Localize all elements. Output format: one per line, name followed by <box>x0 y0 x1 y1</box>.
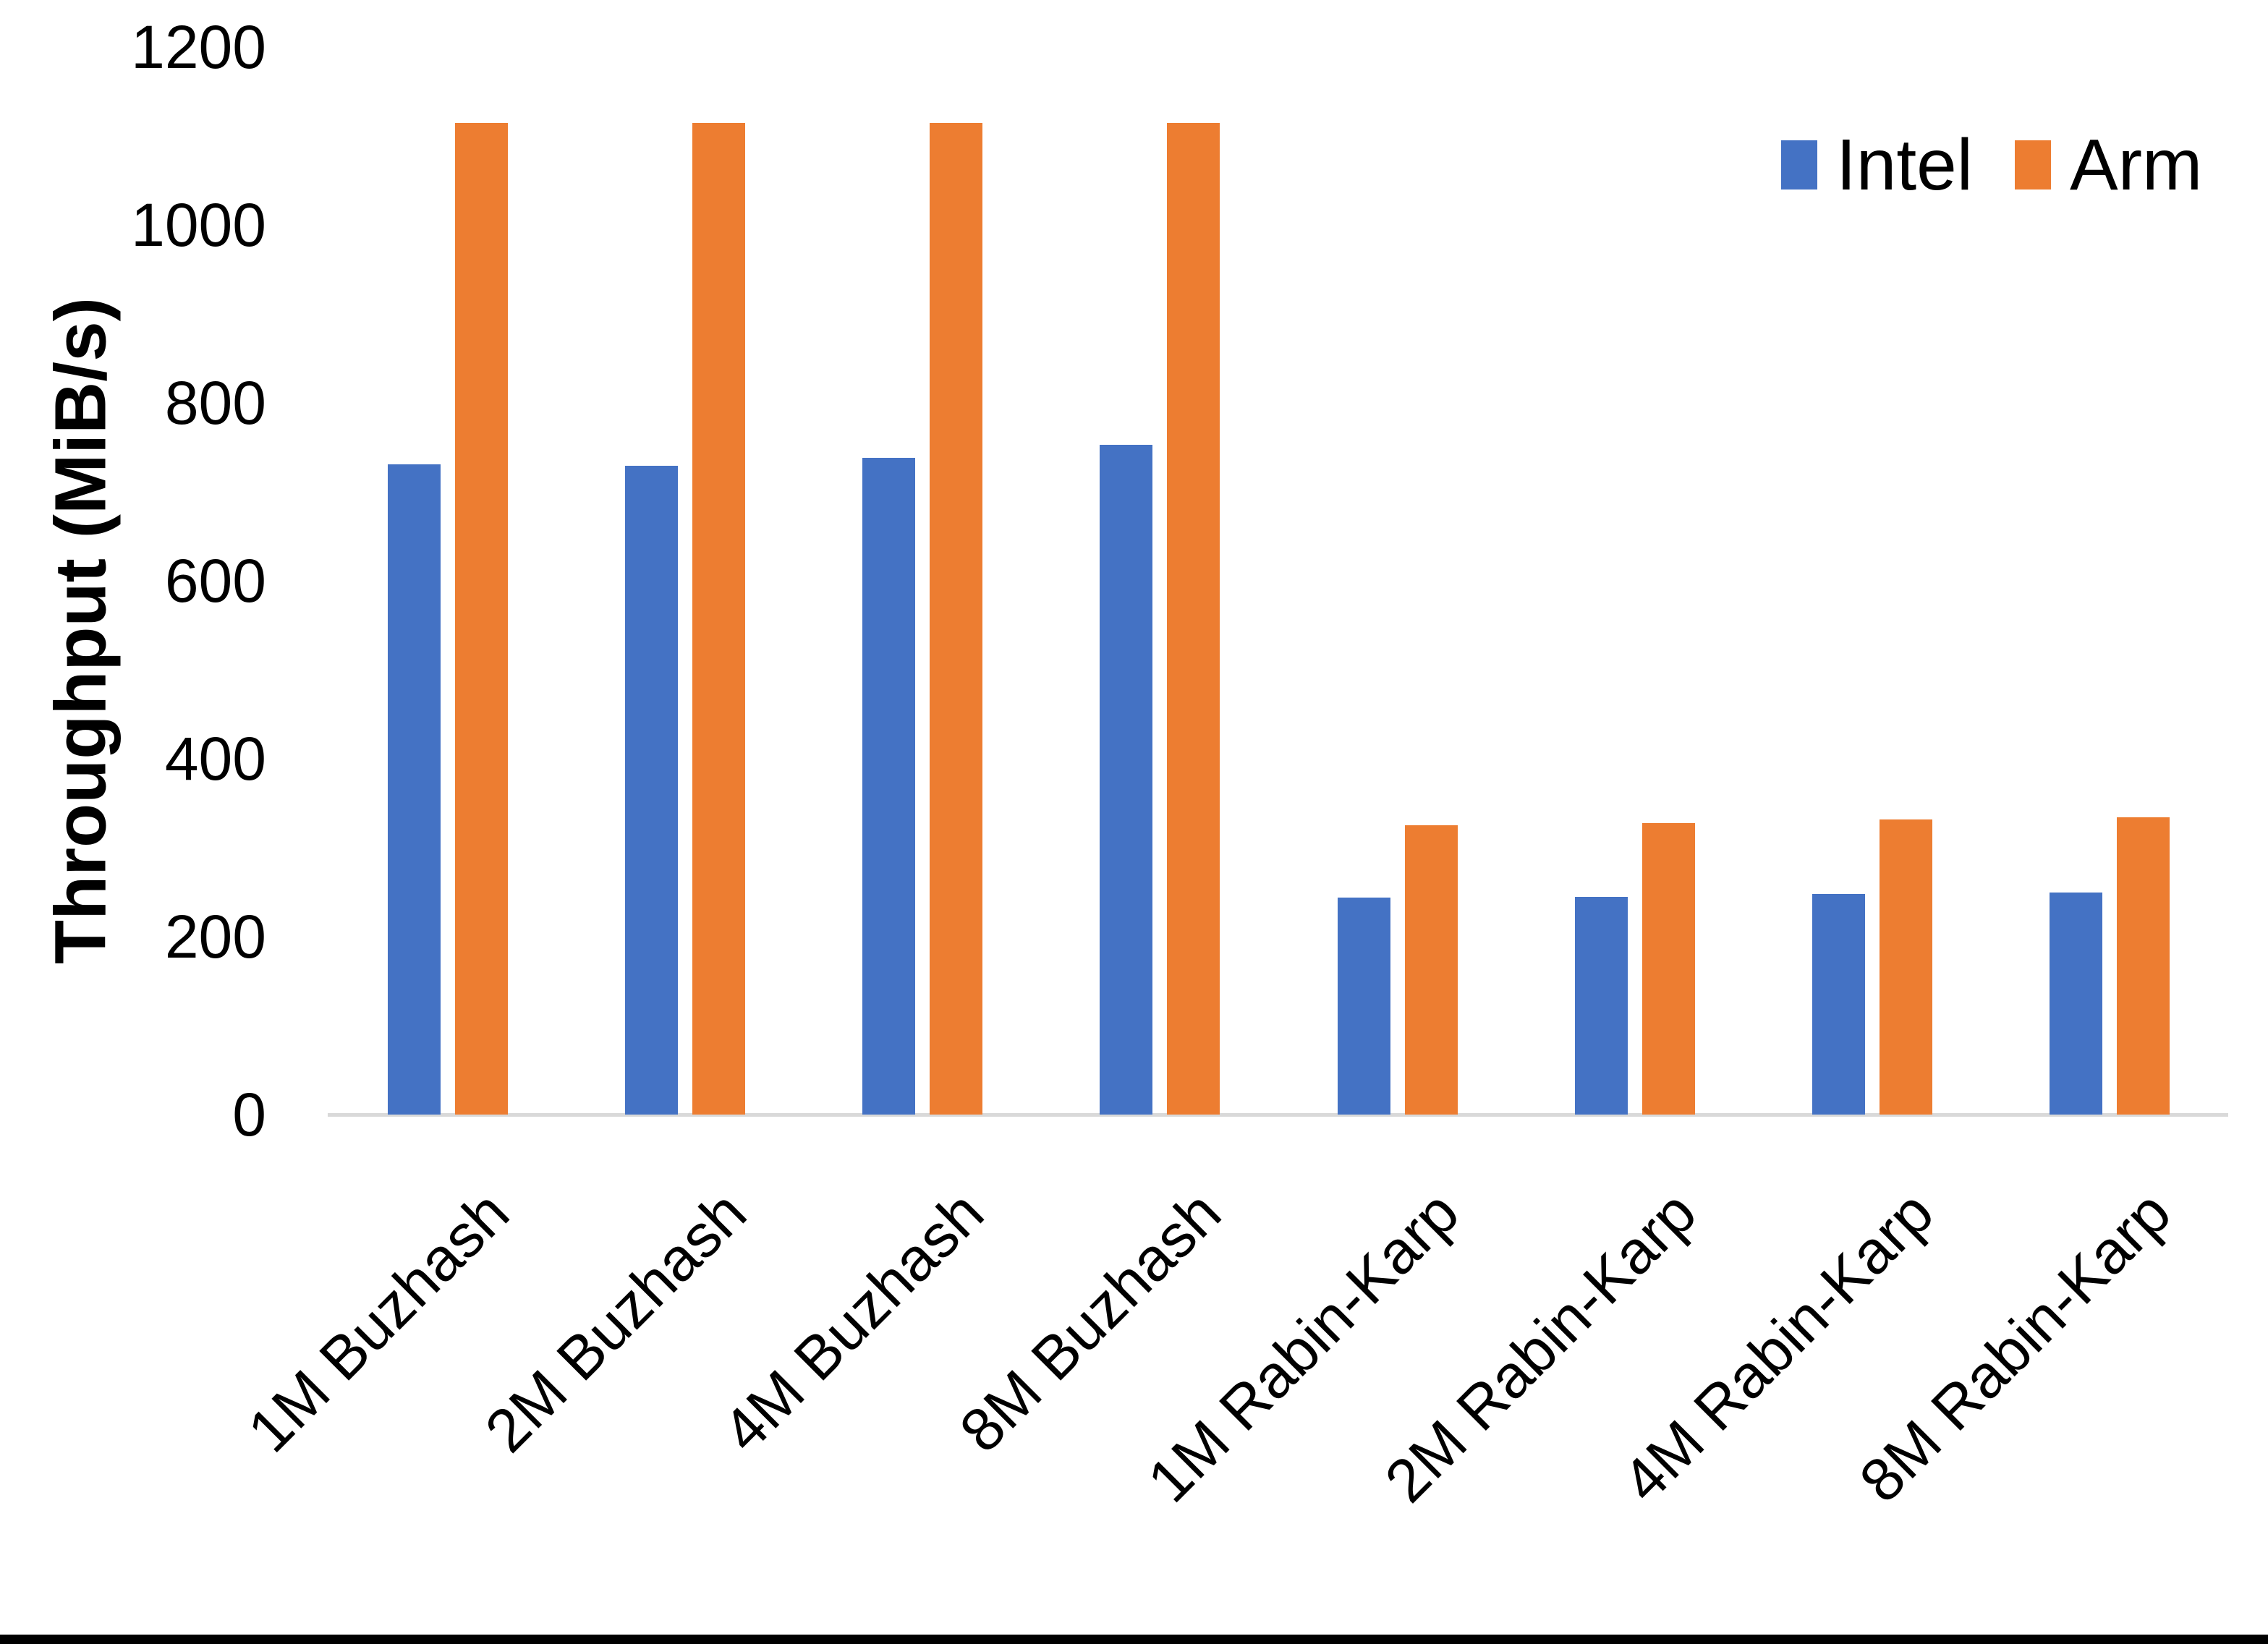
y-tick-label: 800 <box>164 369 266 437</box>
legend: Intel Arm <box>1781 129 2202 201</box>
bar-intel-5 <box>1337 897 1390 1115</box>
bar-arm-3 <box>930 122 983 1115</box>
legend-label-intel: Intel <box>1836 124 1974 205</box>
y-tick-label: 400 <box>164 725 266 793</box>
bar-arm-4 <box>1167 122 1220 1115</box>
bar-arm-6 <box>1641 822 1695 1115</box>
arm-series-swatch-icon <box>2015 140 2052 189</box>
x-axis-line <box>328 1113 2228 1117</box>
bar-arm-5 <box>1404 825 1458 1115</box>
y-tick-label: 1000 <box>131 191 266 259</box>
bar-intel-8 <box>2049 892 2102 1115</box>
intel-series-swatch-icon <box>1781 140 1817 189</box>
y-tick-label: 0 <box>232 1081 266 1149</box>
bar-intel-6 <box>1574 896 1628 1115</box>
bar-intel-2 <box>625 466 679 1115</box>
bar-arm-1 <box>455 122 509 1115</box>
y-tick-label: 1200 <box>131 13 266 81</box>
bar-intel-3 <box>862 458 916 1115</box>
bar-arm-7 <box>1879 819 1932 1115</box>
legend-item-intel: Intel <box>1781 129 1973 201</box>
bar-arm-2 <box>692 122 746 1115</box>
legend-label-arm: Arm <box>2070 124 2203 205</box>
bar-arm-8 <box>2116 817 2170 1115</box>
bar-intel-4 <box>1100 444 1153 1115</box>
bar-intel-1 <box>388 464 441 1115</box>
bottom-border <box>0 1635 2268 1644</box>
legend-item-arm: Arm <box>2015 129 2202 201</box>
bar-intel-7 <box>1812 893 1865 1115</box>
y-tick-label: 200 <box>164 903 266 971</box>
y-tick-label: 600 <box>164 547 266 615</box>
